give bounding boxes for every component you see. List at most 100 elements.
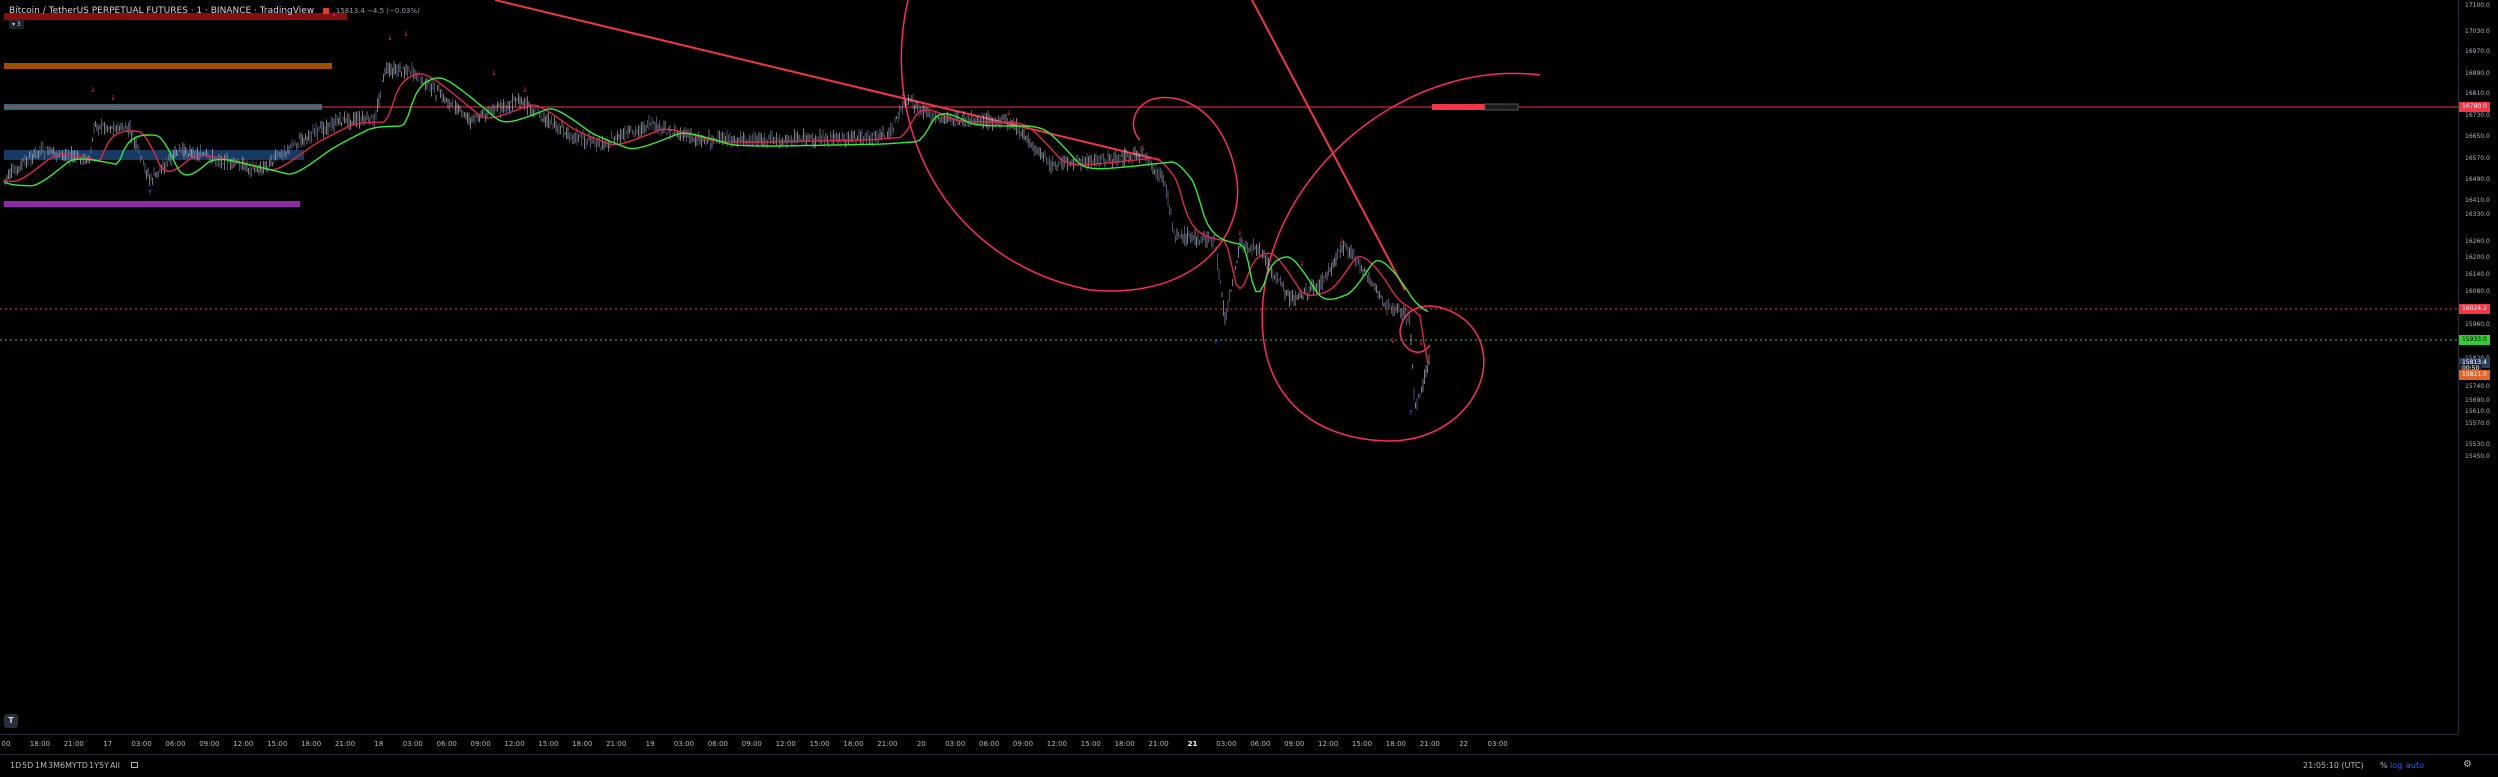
buy-signal-arrow: ↑ <box>1408 409 1414 417</box>
sell-signal-arrow: ↓ <box>387 34 393 42</box>
time-tick: 03:00 <box>131 740 152 748</box>
candles-group <box>3 60 1430 411</box>
time-tick: 03:00 <box>673 740 695 748</box>
range-all-button[interactable]: All <box>110 761 120 770</box>
chart-pane[interactable]: ↓ ↓ ↓ ↓ ↓ ↓ ↓ ↓ ↓ ↓ ↓ ↓ ↓ ↓ ↓ ↑ ↑ ↑ ↑ Bitcoin / TetherUS P… <box>0 0 2458 734</box>
price-tick: 16490.0 <box>2465 176 2490 183</box>
circle-arc-large <box>900 0 1239 292</box>
sell-signal-arrow: ↓ <box>1140 144 1146 152</box>
last-price-tag: 15813.4 <box>2459 358 2490 368</box>
price-tick: 15690.0 <box>2465 397 2490 404</box>
bar-countdown-tag: 00:50 <box>2459 364 2483 374</box>
range-1m-button[interactable]: 1M <box>35 761 47 770</box>
buy-signal-arrow: ↑ <box>507 109 513 117</box>
time-tick: 18:00 <box>29 740 50 748</box>
price-tick: 15960.0 <box>2465 321 2490 328</box>
price-tick: 17100.0 <box>2465 2 2490 9</box>
range-3m-button[interactable]: 3M <box>48 761 60 770</box>
time-tick: 21:00 <box>1419 740 1440 748</box>
time-tick: 18:00 <box>1114 740 1135 748</box>
time-tick: 15:00 <box>267 740 288 748</box>
zone-darkred <box>4 13 347 20</box>
range-5d-button[interactable]: 5D <box>22 761 34 770</box>
time-tick: 15:00 <box>1080 740 1101 748</box>
time-tick: 21 <box>1187 740 1198 748</box>
sell-signal-arrow: ↓ <box>1237 229 1243 237</box>
symbol-title-text: Bitcoin / TetherUS PERPETUAL FUTURES · 1… <box>9 6 315 16</box>
time-axis[interactable]: 00 18:00 21:00 17 03:00 06:00 09:00 12:00 15:00 1… <box>0 734 2458 755</box>
price-tick: 17030.0 <box>2465 28 2490 35</box>
time-tick: 06:00 <box>1250 740 1271 748</box>
time-tick: 09:00 <box>470 740 491 748</box>
price-tick: 16970.0 <box>2465 48 2490 55</box>
price-tick: 16890.0 <box>2465 70 2490 77</box>
utc-clock[interactable]: 21:05:10 (UTC) <box>2303 761 2364 770</box>
time-tick: 20 <box>916 740 926 748</box>
quote-text: 15813.4 −4.5 (−0.03%) <box>335 7 420 15</box>
time-tick: 09:00 <box>741 740 762 748</box>
time-tick: 15:00 <box>1351 740 1373 748</box>
range-ytd-button[interactable]: YTD <box>72 761 88 770</box>
zone-purple <box>4 201 300 207</box>
time-tick: 06:00 <box>979 740 1000 748</box>
percent-scale-toggle[interactable]: % <box>2380 761 2388 770</box>
circle-arc-right <box>1261 72 1541 442</box>
time-tick: 12:00 <box>504 740 525 748</box>
sell-signal-arrow: ↓ <box>1339 237 1345 245</box>
orange-level-tag: 15821.0 <box>2459 370 2490 380</box>
tradingview-logo-icon[interactable]: T <box>4 714 18 728</box>
tradingview-flag-icon <box>323 7 330 14</box>
sell-signal-arrow: ↓ <box>110 94 116 102</box>
calendar-icon[interactable] <box>131 762 138 768</box>
log-scale-toggle[interactable]: log <box>2390 761 2403 770</box>
time-tick: 21:00 <box>63 740 84 748</box>
red-level-tag: 16024.2 <box>2459 304 2490 314</box>
range-1y-button[interactable]: 1Y <box>89 761 99 770</box>
green-level-tag: 15933.0 <box>2459 335 2490 345</box>
gear-icon[interactable]: ⚙ <box>2463 759 2472 770</box>
time-tick: 21:00 <box>877 740 898 748</box>
sell-signal-arrow: ↓ <box>491 69 497 77</box>
sell-signal-arrow: ↓ <box>90 86 96 94</box>
time-tick: 09:00 <box>1284 740 1305 748</box>
range-6m-button[interactable]: 6M <box>60 761 72 770</box>
sell-signal-arrow: ↓ <box>1418 339 1424 347</box>
sell-signal-arrow: ↓ <box>403 30 409 38</box>
auto-scale-toggle[interactable]: auto <box>2406 761 2425 770</box>
time-tick: 21:00 <box>334 740 356 748</box>
time-tick: 09:00 <box>1012 740 1034 748</box>
price-tick: 16140.0 <box>2465 271 2490 278</box>
price-tick: 16330.0 <box>2465 211 2490 218</box>
price-tick: 16570.0 <box>2465 155 2490 162</box>
price-tick: 16730.0 <box>2465 112 2490 119</box>
sell-signal-arrow: ↓ <box>522 86 528 94</box>
price-axis[interactable]: 17100.0 17030.0 16970.0 16890.0 16810.0 16730… <box>2458 0 2498 734</box>
range-1d-button[interactable]: 1D <box>10 761 22 770</box>
symbol-title: Bitcoin / TetherUS PERPETUAL FUTURES · 1… <box>9 6 420 16</box>
price-tick: 15740.0 <box>2465 383 2490 390</box>
time-tick: 15:00 <box>809 740 830 748</box>
time-tick: 09:00 <box>199 740 220 748</box>
zone-blue <box>4 150 304 160</box>
time-tick: 17 <box>103 740 113 748</box>
time-tick: 21:00 <box>606 740 627 748</box>
time-tick: 12:00 <box>233 740 254 748</box>
trendline-steep <box>1251 0 1406 291</box>
bottom-toolbar: 1D 5D 1M 3M 6M YTD 1Y 5Y All 21:05:10 (U… <box>0 754 2498 777</box>
ray-label-info-box <box>1484 103 1519 111</box>
price-tick: 16810.0 <box>2465 90 2490 97</box>
time-tick: 19 <box>645 740 655 748</box>
range-5y-button[interactable]: 5Y <box>99 761 109 770</box>
price-chart-canvas[interactable]: ↓ ↓ ↓ ↓ ↓ ↓ ↓ ↓ ↓ ↓ ↓ ↓ ↓ ↓ ↓ ↑ ↑ ↑ ↑ <box>0 0 2458 734</box>
time-tick: 12:00 <box>1046 740 1067 748</box>
time-tick: 06:00 <box>165 740 186 748</box>
time-tick: 03:00 <box>945 740 966 748</box>
sell-signal-arrow: ↓ <box>331 10 337 18</box>
time-tick: 21:00 <box>1148 740 1169 748</box>
sell-signal-arrow: ↓ <box>1390 337 1396 345</box>
price-tick: 16200.0 <box>2465 254 2490 261</box>
time-tick: 18 <box>374 740 384 748</box>
time-tick: 18:00 <box>572 740 593 748</box>
time-tick: 03:00 <box>1216 740 1237 748</box>
indicator-toggle[interactable]: ▾ 3 <box>9 20 24 29</box>
